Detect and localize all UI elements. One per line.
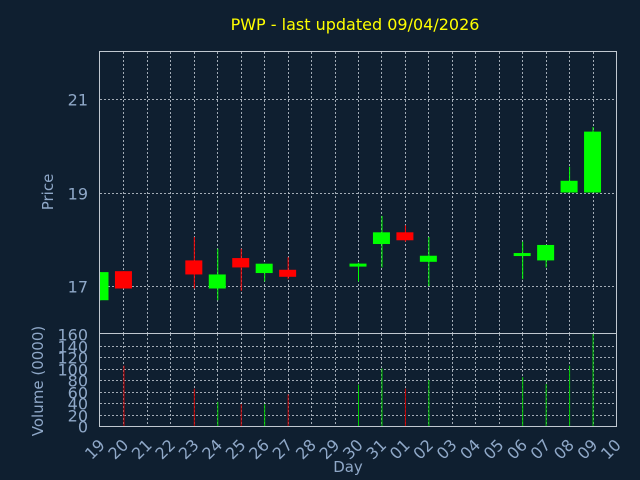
volume-panel-frame bbox=[99, 333, 617, 427]
candle bbox=[560, 166, 578, 193]
candle-body bbox=[537, 244, 555, 261]
volume-tick-label: 160 bbox=[57, 326, 88, 345]
price-tick-label: 21 bbox=[68, 91, 88, 110]
candle bbox=[513, 241, 531, 280]
price-tick-label: 17 bbox=[68, 278, 88, 297]
x-tick-label: 10 bbox=[597, 435, 625, 463]
candle-body bbox=[100, 272, 109, 301]
candle bbox=[114, 271, 132, 289]
volume-bars bbox=[123, 334, 594, 426]
price-gridlines bbox=[100, 52, 616, 333]
x-axis-label: Day bbox=[333, 458, 363, 476]
candle-body bbox=[372, 232, 390, 245]
candle-body bbox=[185, 260, 203, 275]
volume-tick-label: 80 bbox=[68, 372, 88, 391]
candle bbox=[185, 236, 203, 289]
candle-body bbox=[255, 263, 273, 274]
candle-body bbox=[208, 274, 226, 289]
volume-tick-label: 120 bbox=[57, 349, 88, 368]
candle-body bbox=[279, 269, 297, 277]
candle bbox=[255, 263, 273, 282]
volume-tick-label: 60 bbox=[68, 384, 88, 403]
candle bbox=[419, 236, 437, 287]
candle-body bbox=[584, 131, 602, 193]
volume-tick-label: 20 bbox=[68, 407, 88, 426]
candle bbox=[232, 248, 250, 291]
candles bbox=[100, 126, 602, 301]
candle-body bbox=[349, 263, 367, 267]
volume-tick-label: 0 bbox=[78, 418, 88, 437]
volume-axis-label: Volume (0000) bbox=[29, 326, 47, 436]
price-tick-label: 19 bbox=[68, 185, 88, 204]
candle-body bbox=[560, 180, 578, 193]
candle bbox=[349, 262, 367, 282]
candle-body bbox=[114, 271, 132, 289]
volume-tick-label: 100 bbox=[57, 361, 88, 380]
volume-tick-label: 140 bbox=[57, 338, 88, 357]
candle bbox=[100, 272, 109, 301]
candle bbox=[279, 257, 297, 280]
price-tick-labels: 17 19 21 bbox=[68, 91, 88, 297]
chart-title: PWP - last updated 09/04/2026 bbox=[231, 15, 480, 34]
price-axis-label: Price bbox=[39, 174, 57, 211]
candle bbox=[372, 215, 390, 268]
candle bbox=[208, 248, 226, 301]
candle-body bbox=[419, 255, 437, 262]
candle bbox=[396, 225, 414, 242]
candle-body bbox=[232, 258, 250, 268]
candle bbox=[584, 126, 602, 193]
candle bbox=[537, 244, 555, 268]
candle-body bbox=[513, 253, 531, 257]
candle-body bbox=[396, 232, 414, 241]
volume-tick-label: 40 bbox=[68, 395, 88, 414]
